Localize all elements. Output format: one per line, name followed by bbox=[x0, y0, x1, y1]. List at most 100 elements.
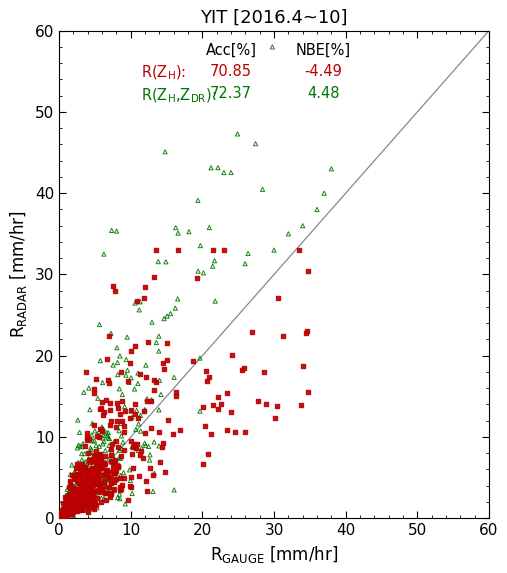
Point bbox=[63, 505, 71, 515]
Point bbox=[99, 433, 107, 442]
Point bbox=[201, 422, 209, 431]
Point bbox=[209, 401, 217, 410]
Point bbox=[67, 500, 75, 509]
Point bbox=[146, 463, 154, 472]
Point bbox=[158, 443, 166, 452]
Point bbox=[68, 506, 77, 515]
Point bbox=[56, 512, 64, 521]
Point bbox=[71, 499, 79, 508]
Point bbox=[86, 476, 94, 485]
Point bbox=[107, 457, 116, 466]
Point bbox=[120, 446, 128, 455]
Point bbox=[56, 513, 64, 523]
Point bbox=[59, 499, 67, 508]
Point bbox=[196, 407, 204, 416]
Point bbox=[62, 504, 70, 513]
Point bbox=[87, 473, 95, 482]
Point bbox=[61, 507, 69, 516]
Point bbox=[85, 504, 93, 513]
Point bbox=[69, 469, 78, 478]
Point bbox=[193, 273, 201, 282]
Point bbox=[62, 503, 70, 512]
Point bbox=[97, 457, 105, 466]
Point bbox=[69, 500, 77, 509]
Point bbox=[60, 511, 68, 520]
Point bbox=[63, 505, 71, 515]
Point bbox=[227, 168, 235, 177]
Point bbox=[78, 490, 86, 500]
Point bbox=[81, 500, 89, 509]
Point bbox=[117, 367, 125, 376]
Point bbox=[67, 482, 76, 491]
Point bbox=[77, 503, 85, 512]
Point bbox=[116, 384, 124, 394]
Text: R(Z$_\mathrm{H}$):: R(Z$_\mathrm{H}$): bbox=[141, 64, 186, 82]
Point bbox=[74, 506, 82, 515]
Point bbox=[60, 511, 68, 520]
Point bbox=[87, 485, 95, 494]
Point bbox=[75, 492, 83, 501]
Point bbox=[71, 468, 79, 477]
Point bbox=[262, 399, 270, 409]
Point bbox=[65, 502, 73, 511]
Point bbox=[146, 456, 154, 465]
Point bbox=[70, 501, 78, 510]
Point bbox=[102, 465, 110, 474]
Point bbox=[64, 497, 73, 506]
Point bbox=[73, 504, 81, 513]
Point bbox=[259, 185, 267, 194]
Point bbox=[107, 489, 115, 498]
Point bbox=[251, 139, 260, 148]
Point bbox=[60, 504, 68, 513]
Point bbox=[87, 465, 95, 474]
Point bbox=[202, 366, 210, 375]
Point bbox=[57, 512, 65, 521]
Point bbox=[66, 470, 75, 479]
Point bbox=[69, 488, 78, 497]
Point bbox=[62, 508, 70, 517]
Point bbox=[70, 494, 79, 503]
Point bbox=[80, 485, 88, 494]
Text: 72.37: 72.37 bbox=[210, 87, 252, 101]
Point bbox=[105, 454, 113, 464]
Point bbox=[60, 508, 68, 517]
Point bbox=[59, 511, 67, 520]
Point bbox=[59, 512, 67, 521]
Point bbox=[69, 500, 78, 509]
Point bbox=[70, 501, 79, 511]
Point bbox=[116, 489, 124, 499]
Point bbox=[96, 497, 104, 506]
Point bbox=[88, 470, 96, 480]
Point bbox=[60, 512, 68, 521]
Point bbox=[76, 493, 84, 502]
Point bbox=[137, 447, 145, 456]
Point bbox=[150, 469, 158, 478]
Point bbox=[70, 499, 79, 508]
Point bbox=[72, 506, 80, 515]
Point bbox=[56, 513, 64, 522]
Point bbox=[92, 490, 100, 500]
Point bbox=[122, 371, 130, 380]
Point bbox=[90, 463, 98, 472]
Point bbox=[69, 508, 77, 517]
Point bbox=[88, 489, 96, 499]
Point bbox=[58, 509, 66, 519]
Point bbox=[70, 502, 78, 511]
Point bbox=[62, 499, 70, 508]
Point bbox=[100, 494, 108, 503]
Point bbox=[78, 495, 86, 504]
Point bbox=[214, 392, 223, 401]
Point bbox=[76, 477, 84, 486]
Point bbox=[67, 496, 75, 505]
Point bbox=[78, 488, 86, 497]
Point bbox=[66, 497, 74, 506]
Point bbox=[121, 499, 129, 508]
Point bbox=[69, 489, 78, 499]
Point bbox=[98, 462, 106, 471]
Point bbox=[102, 429, 111, 438]
Point bbox=[65, 482, 74, 491]
Point bbox=[76, 484, 84, 493]
Point bbox=[88, 494, 96, 504]
Text: 70.85: 70.85 bbox=[210, 64, 252, 79]
Point bbox=[56, 511, 64, 520]
